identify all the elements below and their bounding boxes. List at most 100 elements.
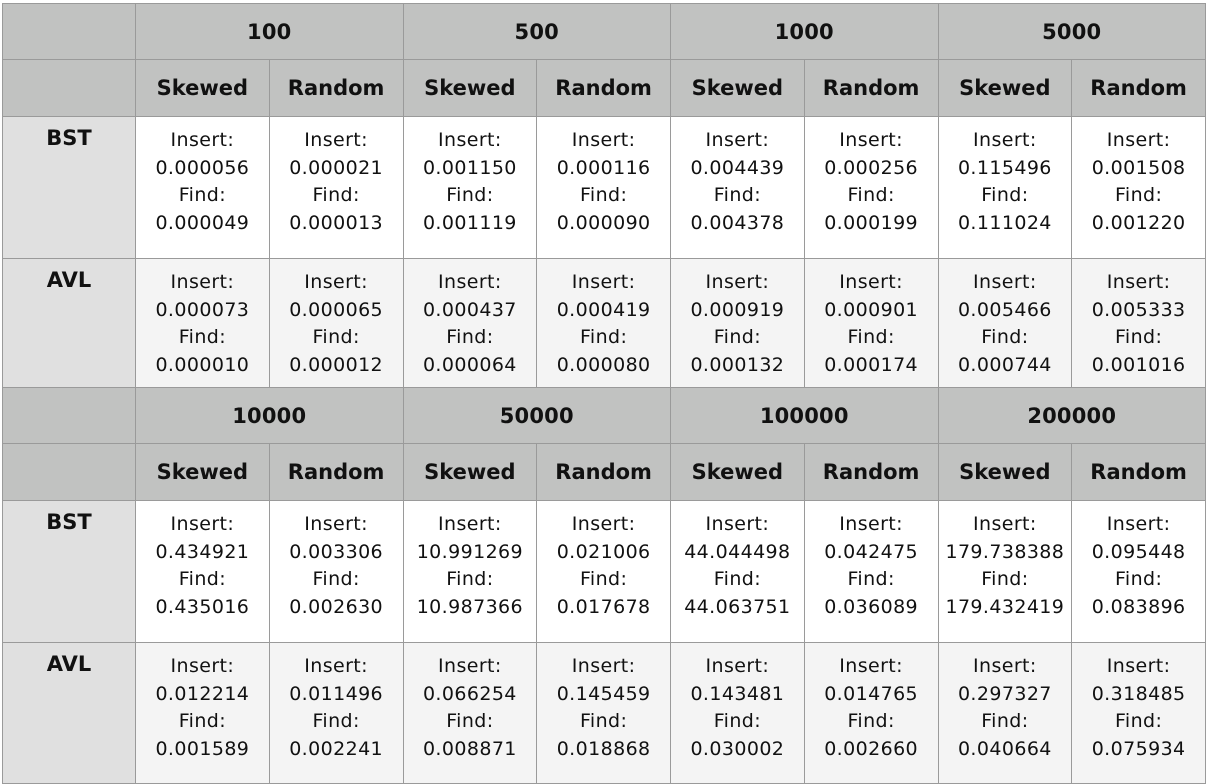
find-value: 0.000199 — [824, 211, 919, 234]
find-label: Find: — [446, 710, 494, 732]
insert-value: 0.000021 — [289, 156, 384, 179]
skewed-header: Skewed — [135, 443, 270, 501]
timing-cell: Insert: 44.044498 Find: 44.063751 — [670, 500, 805, 643]
insert-value: 0.000437 — [422, 298, 517, 321]
find-label: Find: — [981, 184, 1029, 206]
find-label: Find: — [446, 326, 494, 348]
size-header: 50000 — [402, 387, 671, 444]
find-label: Find: — [312, 568, 360, 590]
find-value: 0.000132 — [690, 353, 785, 376]
insert-label: Insert: — [571, 513, 636, 535]
insert-label: Insert: — [438, 513, 502, 535]
skewed-header: Skewed — [670, 443, 805, 501]
random-header: Random — [536, 443, 671, 501]
find-label: Find: — [1114, 568, 1163, 590]
timing-cell: Insert: 0.434921 Find: 0.435016 — [135, 500, 270, 643]
bst-row: BST Insert: 0.434921 Find: 0.435016 Insert:… — [2, 500, 1206, 643]
timing-cell: Insert: 0.000419 Find: 0.000080 — [536, 258, 671, 400]
timing-cell: Insert: 10.991269 Find: 10.987366 — [402, 500, 538, 643]
timing-cell: Insert: 0.095448 Find: 0.083896 — [1071, 500, 1206, 643]
insert-value: 0.001508 — [1091, 156, 1186, 179]
timing-cell: Insert: 0.143481 Find: 0.030002 — [670, 642, 805, 784]
find-label: Find: — [713, 326, 762, 348]
find-label: Find: — [446, 184, 494, 206]
skewed-header: Skewed — [402, 59, 538, 117]
corner-cell — [2, 3, 136, 60]
find-value: 0.000080 — [556, 353, 651, 376]
insert-label: Insert: — [170, 271, 235, 293]
find-value: 0.075934 — [1091, 737, 1186, 760]
find-value: 0.002660 — [824, 737, 919, 760]
row-header-bst: BST — [2, 116, 136, 259]
find-label: Find: — [579, 184, 628, 206]
insert-label: Insert: — [839, 129, 903, 151]
timing-cell: Insert: 0.000065 Find: 0.000012 — [268, 258, 404, 400]
insert-label: Insert: — [1106, 655, 1171, 677]
random-header: Random — [803, 59, 939, 117]
find-label: Find: — [981, 710, 1029, 732]
insert-label: Insert: — [973, 655, 1037, 677]
benchmark-table-1: 100 500 1000 5000 Skewed Random Skewed R… — [2, 3, 1206, 400]
distribution-header-row: Skewed Random Skewed Random Skewed Rando… — [2, 59, 1206, 117]
insert-label: Insert: — [839, 513, 903, 535]
insert-value: 0.000919 — [690, 298, 785, 321]
insert-label: Insert: — [705, 271, 770, 293]
insert-value: 0.001150 — [422, 156, 517, 179]
find-value: 0.002241 — [289, 737, 384, 760]
find-label: Find: — [847, 710, 895, 732]
row-header-avl: AVL — [2, 258, 136, 400]
insert-label: Insert: — [304, 655, 368, 677]
size-header-row: 10000 50000 100000 200000 — [2, 387, 1206, 444]
find-value: 0.008871 — [422, 737, 517, 760]
find-label: Find: — [579, 568, 628, 590]
find-value: 0.111024 — [957, 211, 1052, 234]
find-value: 0.000013 — [289, 211, 384, 234]
timing-cell: Insert: 0.005333 Find: 0.001016 — [1071, 258, 1206, 400]
find-label: Find: — [579, 326, 628, 348]
find-label: Find: — [312, 326, 360, 348]
skewed-header: Skewed — [937, 443, 1073, 501]
timing-cell: Insert: 0.000116 Find: 0.000090 — [536, 116, 671, 259]
insert-value: 44.044498 — [684, 540, 791, 563]
insert-label: Insert: — [1106, 271, 1171, 293]
insert-value: 0.014765 — [824, 682, 919, 705]
timing-cell: Insert: 0.115496 Find: 0.111024 — [937, 116, 1073, 259]
insert-label: Insert: — [705, 129, 770, 151]
timing-cell: Insert: 0.005466 Find: 0.000744 — [937, 258, 1073, 400]
timing-cell: Insert: 0.001150 Find: 0.001119 — [402, 116, 538, 259]
avl-row: AVL Insert: 0.000073 Find: 0.000010 Insert:… — [2, 258, 1206, 400]
insert-label: Insert: — [170, 655, 235, 677]
insert-value: 0.095448 — [1091, 540, 1186, 563]
insert-value: 0.318485 — [1091, 682, 1186, 705]
insert-value: 0.004439 — [690, 156, 785, 179]
find-value: 0.004378 — [690, 211, 785, 234]
find-label: Find: — [178, 326, 227, 348]
random-header: Random — [803, 443, 939, 501]
bst-row: BST Insert: 0.000056 Find: 0.000049 Insert:… — [2, 116, 1206, 259]
insert-value: 0.021006 — [556, 540, 651, 563]
find-label: Find: — [713, 568, 762, 590]
insert-value: 0.434921 — [155, 540, 250, 563]
find-label: Find: — [178, 184, 227, 206]
insert-label: Insert: — [304, 513, 368, 535]
distribution-header-row: Skewed Random Skewed Random Skewed Rando… — [2, 443, 1206, 501]
timing-cell: Insert: 0.000901 Find: 0.000174 — [803, 258, 939, 400]
find-value: 179.432419 — [945, 595, 1065, 618]
insert-value: 0.000056 — [155, 156, 250, 179]
timing-cell: Insert: 179.738388 Find: 179.432419 — [937, 500, 1073, 643]
insert-label: Insert: — [973, 513, 1037, 535]
find-value: 0.435016 — [155, 595, 250, 618]
row-header-bst: BST — [2, 500, 136, 643]
find-value: 0.083896 — [1091, 595, 1186, 618]
insert-label: Insert: — [1106, 513, 1171, 535]
find-value: 0.001119 — [422, 211, 517, 234]
insert-value: 0.012214 — [155, 682, 250, 705]
size-header: 1000 — [670, 3, 939, 60]
find-value: 0.001589 — [155, 737, 250, 760]
random-header: Random — [268, 59, 404, 117]
insert-label: Insert: — [170, 129, 235, 151]
find-label: Find: — [713, 184, 762, 206]
insert-label: Insert: — [304, 129, 368, 151]
insert-value: 0.000901 — [824, 298, 919, 321]
timing-cell: Insert: 0.000919 Find: 0.000132 — [670, 258, 805, 400]
